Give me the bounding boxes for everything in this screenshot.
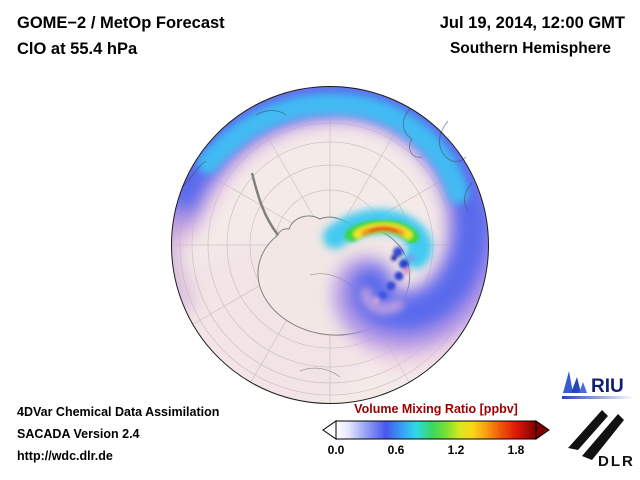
colorbar-tick: 0.0 xyxy=(327,443,345,457)
dlr-wing-icon xyxy=(568,410,608,450)
hemisphere-label: Southern Hemisphere xyxy=(449,40,611,57)
time-header: Jul 19, 2014, 12:00 GMT Southern Hemisph… xyxy=(440,10,625,62)
colorbar-tick: 1.8 xyxy=(507,443,525,457)
wdc-url: http://wdc.dlr.de xyxy=(17,449,113,463)
colorbar-underflow-arrow xyxy=(322,420,337,440)
colorbar-bar xyxy=(335,420,537,440)
assimilation-label: 4DVar Chemical Data Assimilation xyxy=(17,405,220,419)
colorbar-ticks: 0.0 0.6 1.2 1.8 xyxy=(322,443,550,457)
hemisphere-map xyxy=(171,86,489,404)
riu-mark-icon xyxy=(563,371,573,393)
product-title: GOME−2 / MetOp Forecast xyxy=(17,14,225,32)
dlr-logo: DLR xyxy=(568,410,635,468)
riu-logo: RIU xyxy=(562,371,634,399)
product-level: ClO at 55.4 hPa xyxy=(17,40,138,58)
colorbar-title: Volume Mixing Ratio [ppbv] xyxy=(354,402,518,416)
data-dot-trail xyxy=(372,247,415,305)
riu-underline xyxy=(562,396,634,399)
colorbar-tick: 1.2 xyxy=(447,443,465,457)
colorbar-tick: 0.6 xyxy=(387,443,405,457)
colorbar-overflow-arrow xyxy=(535,420,550,440)
globe-outline xyxy=(171,86,489,404)
datetime-label: Jul 19, 2014, 12:00 GMT xyxy=(439,14,625,32)
riu-mark-icon xyxy=(579,382,587,393)
attribution-block: 4DVar Chemical Data Assimilation SACADA … xyxy=(17,401,219,467)
product-header: GOME−2 / MetOp Forecast ClO at 55.4 hPa xyxy=(17,10,225,62)
dlr-logo-text: DLR xyxy=(598,453,635,468)
colorbar-gradient xyxy=(322,420,550,440)
colorbar-block: Volume Mixing Ratio [ppbv] 0.0 0.6 1. xyxy=(322,402,550,457)
dlr-wing-icon xyxy=(582,414,624,460)
riu-logo-text: RIU xyxy=(591,376,624,397)
riu-mark-icon xyxy=(571,377,581,393)
version-label: SACADA Version 2.4 xyxy=(17,427,140,441)
